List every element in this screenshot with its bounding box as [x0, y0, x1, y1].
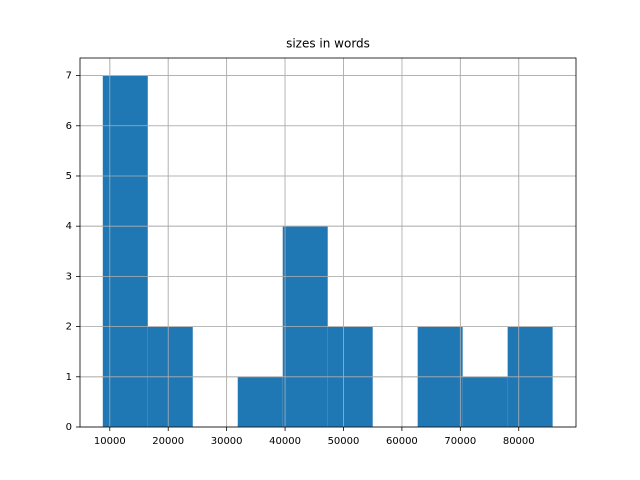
y-tick-label: 3	[66, 271, 72, 282]
plot-frame	[79, 57, 577, 428]
x-tick-label: 30000	[211, 436, 243, 447]
bar	[462, 376, 508, 427]
x-tick-label: 20000	[152, 436, 184, 447]
y-tick-label: 4	[66, 221, 72, 232]
bar	[237, 376, 283, 427]
y-tick-label: 5	[66, 171, 72, 182]
x-tick-label: 10000	[94, 436, 126, 447]
y-tick-label: 2	[66, 322, 72, 333]
y-tick-label: 6	[66, 121, 72, 132]
x-tick-label: 70000	[444, 436, 476, 447]
x-tick-label: 80000	[503, 436, 535, 447]
chart-title: sizes in words	[286, 37, 370, 51]
y-tick-label: 7	[66, 71, 72, 82]
x-tick-label: 40000	[269, 436, 301, 447]
y-tick-label: 1	[66, 372, 72, 383]
bar	[102, 75, 148, 428]
x-tick-label: 60000	[386, 436, 418, 447]
y-tick-label: 0	[66, 422, 72, 433]
x-tick-label: 50000	[328, 436, 360, 447]
